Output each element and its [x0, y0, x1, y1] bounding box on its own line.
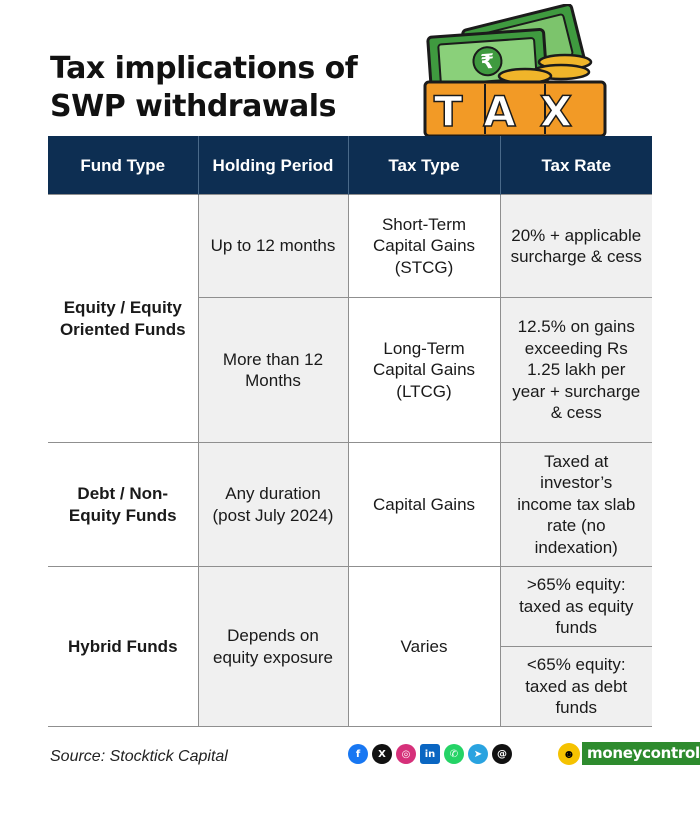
- header-fund-type: Fund Type: [48, 136, 198, 195]
- instagram-icon[interactable]: ◎: [396, 744, 416, 764]
- table-row: Hybrid Funds Depends on equity exposure …: [48, 566, 652, 727]
- brand-logo[interactable]: ☻ moneycontrol: [558, 742, 700, 765]
- fund-type-cell: Equity / Equity Oriented Funds: [48, 194, 199, 443]
- header-tax-type: Tax Type: [347, 136, 500, 195]
- table-header-row: Fund Type Holding Period Tax Type Tax Ra…: [48, 136, 652, 195]
- page-title: Tax implications of SWP withdrawals: [50, 50, 358, 126]
- holding-period-cell: More than 12 Months: [198, 297, 349, 443]
- holding-period-cell: Any duration (post July 2024): [197, 442, 349, 567]
- fund-type-cell: Hybrid Funds: [48, 566, 199, 727]
- tax-table: Fund Type Holding Period Tax Type Tax Ra…: [48, 136, 652, 727]
- linkedin-icon[interactable]: in: [420, 744, 440, 764]
- tax-stamp-text: TAX: [434, 87, 596, 136]
- table-row: Debt / Non-Equity Funds Any duration (po…: [48, 442, 652, 567]
- tax-rate-cell: 12.5% on gains exceeding Rs 1.25 lakh pe…: [499, 297, 652, 443]
- holding-period-cell: Depends on equity exposure: [197, 566, 349, 727]
- title-line-2: SWP withdrawals: [50, 89, 336, 124]
- table-row: <65% equity: taxed as debt funds: [48, 646, 652, 727]
- header-tax-rate: Tax Rate: [499, 136, 652, 195]
- holding-period-cell: Up to 12 months: [197, 194, 349, 298]
- telegram-icon[interactable]: ➤: [468, 744, 488, 764]
- source-note: Source: Stocktick Capital: [50, 748, 228, 765]
- tax-rate-cell: Taxed at investor’s income tax slab rate…: [499, 442, 652, 567]
- facebook-icon[interactable]: f: [348, 744, 368, 764]
- brand-name: moneycontrol: [582, 742, 700, 765]
- fund-type-cell: Debt / Non-Equity Funds: [48, 442, 199, 567]
- tax-type-cell: Capital Gains: [347, 442, 501, 567]
- tax-rate-cell: 20% + applicable surcharge & cess: [499, 194, 652, 298]
- money-tax-icon: ₹ TAX: [415, 3, 615, 144]
- moneycontrol-logo-icon: ☻: [558, 742, 580, 765]
- header-holding-period: Holding Period: [197, 136, 348, 195]
- table-row: Equity / Equity Oriented Funds Up to 12 …: [48, 194, 652, 443]
- table-row: More than 12 Months Long-Term Capital Ga…: [48, 297, 652, 443]
- title-line-1: Tax implications of: [50, 51, 358, 86]
- tax-type-cell: Short-Term Capital Gains (STCG): [347, 194, 501, 298]
- threads-icon[interactable]: @: [492, 744, 512, 764]
- tax-type-cell: Varies: [347, 566, 501, 727]
- tax-rate-cell: <65% equity: taxed as debt funds: [500, 646, 652, 727]
- whatsapp-icon[interactable]: ✆: [444, 744, 464, 764]
- rupee-symbol: ₹: [480, 49, 496, 74]
- tax-type-cell: Long-Term Capital Gains (LTCG): [347, 297, 501, 443]
- tax-rate-cell: >65% equity: taxed as equity funds: [499, 566, 652, 647]
- social-icons: f X ◎ in ✆ ➤ @: [348, 744, 512, 764]
- x-icon[interactable]: X: [372, 744, 392, 764]
